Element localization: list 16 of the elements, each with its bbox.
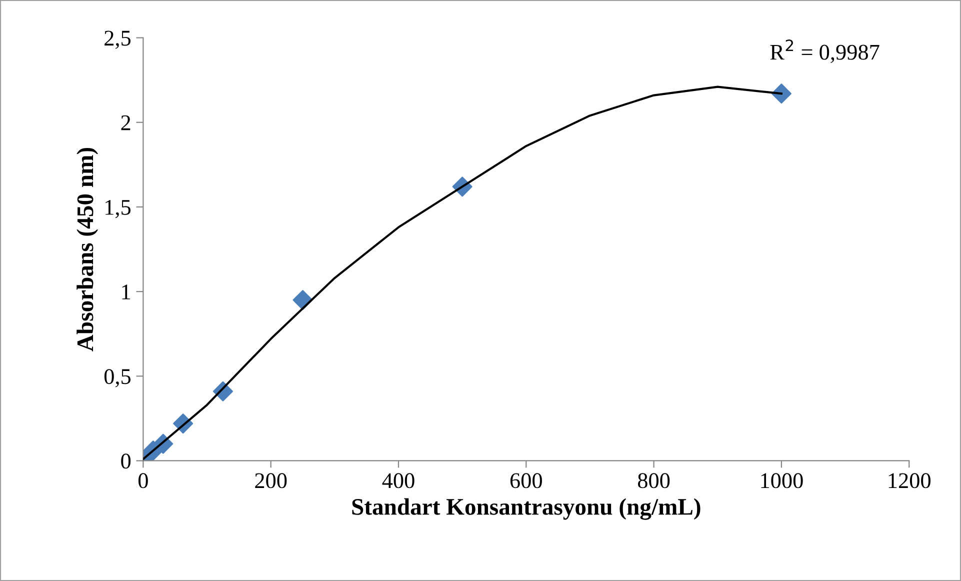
x-tick-label: 800 <box>638 473 670 488</box>
y-tick-label: 2 <box>121 115 130 130</box>
x-axis-title: Standart Konsantrasyonu (ng/mL) <box>352 498 700 520</box>
y-tick-label: 0 <box>121 454 131 469</box>
y-tick-label: 1,5 <box>106 200 131 218</box>
x-tick-label: 0 <box>138 473 148 488</box>
x-tick-label: 1200 <box>888 473 930 488</box>
y-tick-label: 2,5 <box>104 30 131 49</box>
y-axis-title: Absorbans (450 nm) <box>76 148 98 352</box>
y-tick-label: 1 <box>122 284 130 300</box>
annotation: R$^{2}$ = 0,9987 <box>770 40 880 63</box>
x-tick-label: 200 <box>255 473 287 488</box>
y-tick-label: 0,5 <box>104 369 131 388</box>
x-tick-label: 600 <box>510 473 542 488</box>
x-tick-label: 1000 <box>761 473 803 488</box>
x-tick-label: 400 <box>382 473 414 488</box>
